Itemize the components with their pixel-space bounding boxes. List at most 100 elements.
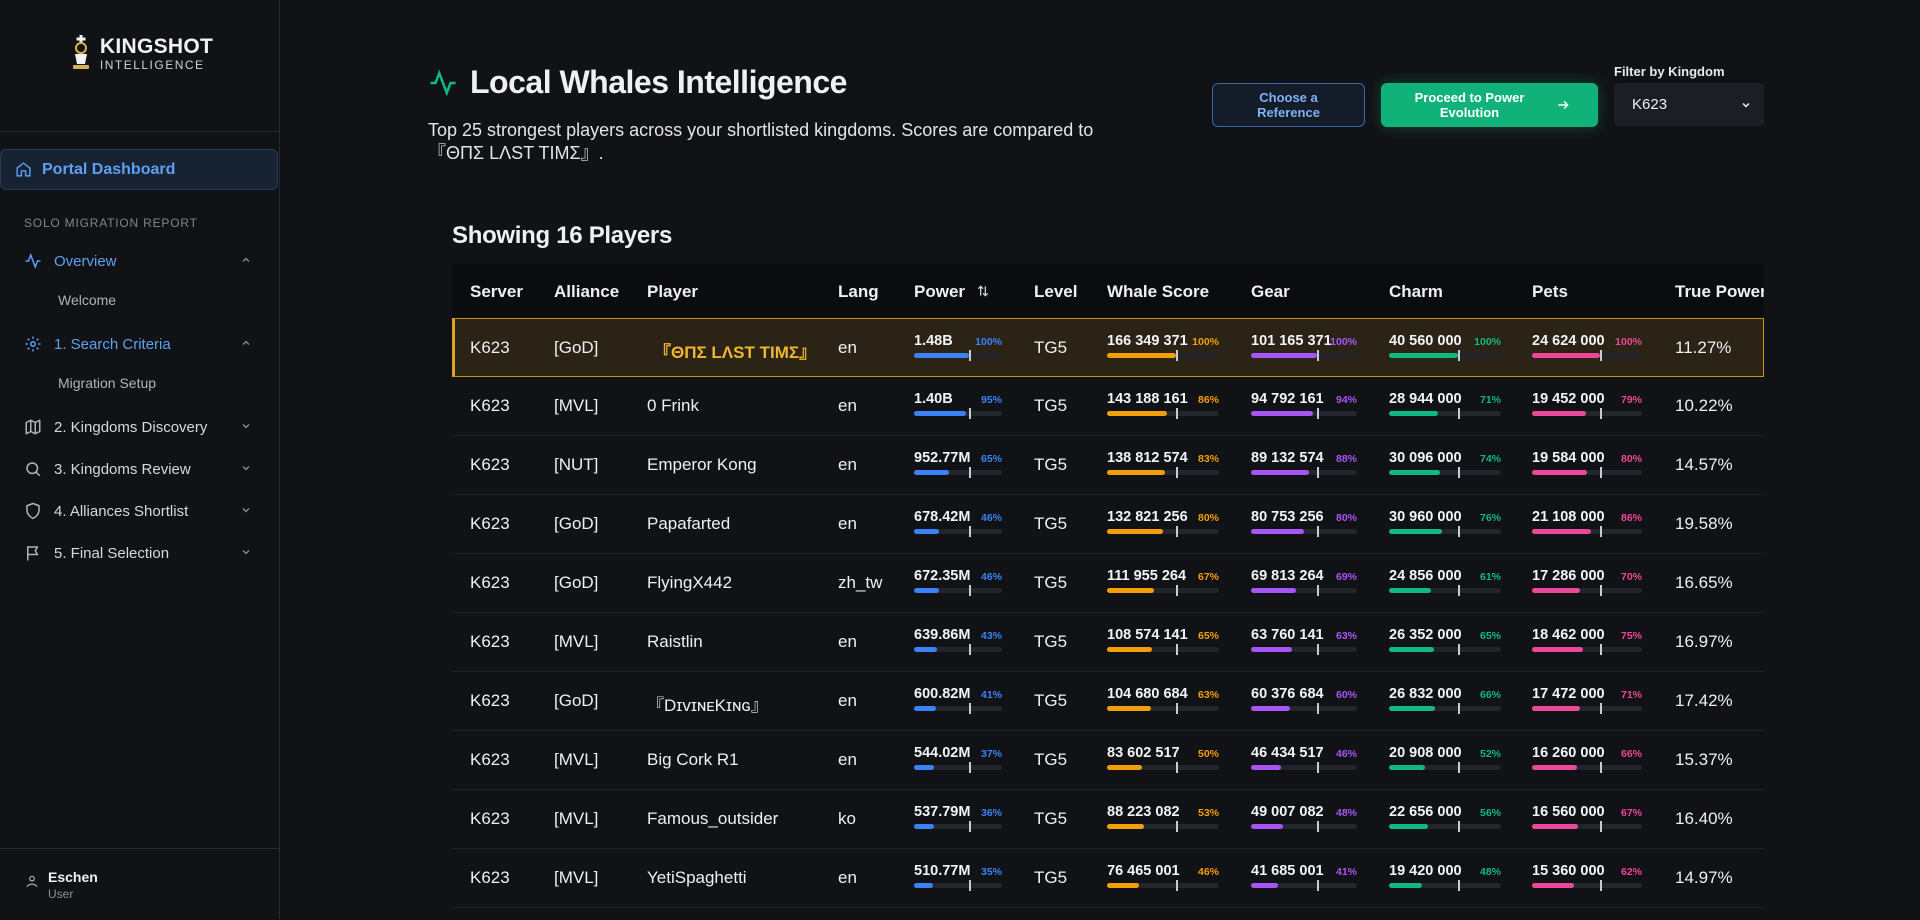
gear-value: 46 434 517	[1251, 745, 1324, 761]
whale-value: 138 812 574	[1107, 450, 1188, 466]
column-header-alliance[interactable]: Alliance	[554, 282, 620, 301]
power-progress-bar	[914, 703, 1002, 714]
column-header-whale-score[interactable]: Whale Score	[1107, 282, 1210, 301]
sidebar-item-kingdoms-review[interactable]: 3. Kingdoms Review	[24, 454, 252, 484]
cell-whale: 132 821 256 80%	[1107, 509, 1219, 537]
sidebar-item-alliances-shortlist[interactable]: 4. Alliances Shortlist	[24, 496, 252, 526]
charm-percent: 65%	[1479, 630, 1501, 642]
gear-value: 49 007 082	[1251, 804, 1324, 820]
column-header-charm[interactable]: Charm	[1389, 282, 1443, 301]
gear-progress-bar	[1251, 408, 1357, 419]
user-profile[interactable]: Eschen User	[0, 848, 279, 920]
charm-value: 26 832 000	[1389, 686, 1462, 702]
charm-progress-bar	[1389, 703, 1501, 714]
sidebar-item-kingdoms-discovery[interactable]: 2. Kingdoms Discovery	[24, 412, 252, 442]
cell-charm: 22 656 000 56%	[1389, 804, 1501, 832]
whale-progress-bar	[1107, 585, 1219, 596]
cell-level: TG5	[1034, 338, 1068, 357]
pets-progress-bar	[1532, 821, 1642, 832]
cell-level: TG5	[1034, 691, 1068, 710]
cell-true-power: 14.57%	[1675, 455, 1733, 474]
charm-progress-bar	[1389, 821, 1501, 832]
whale-percent: 100%	[1192, 336, 1219, 348]
whale-value: 132 821 256	[1107, 509, 1188, 525]
power-percent: 95%	[980, 394, 1002, 406]
user-name: Eschen	[48, 869, 98, 885]
cell-gear: 63 760 141 63%	[1251, 627, 1357, 655]
cell-power: 600.82M 41%	[914, 686, 1002, 714]
cell-whale: 104 680 684 63%	[1107, 686, 1219, 714]
chevron-up-icon[interactable]	[240, 254, 252, 266]
column-header-pets[interactable]: Pets	[1532, 282, 1568, 301]
table-row[interactable]: K623 [MVL] YetiSpaghetti en TG5 14.97% 510.77M…	[452, 849, 1764, 908]
portal-dashboard-link[interactable]: Portal Dashboard	[0, 149, 278, 190]
table-row[interactable]: K623 [MVL] Famous_outsider ko TG5 16.40% 537.7…	[452, 790, 1764, 849]
cell-alliance: [MVL]	[554, 809, 599, 828]
table-row[interactable]: K623 [GoD] 『DɪᴠɪɴᴇKɪɴɢ』 en TG5 17.42% 600.82M 4…	[452, 672, 1764, 731]
column-header-level[interactable]: Level	[1034, 282, 1078, 301]
table-row[interactable]: K623 [GoD] FlyingX442 zh_tw TG5 16.65% 672.35M…	[452, 554, 1764, 613]
gear-value: 63 760 141	[1251, 627, 1324, 643]
chevron-down-icon[interactable]	[240, 504, 252, 516]
sidebar-item-search-criteria[interactable]: 1. Search Criteria	[24, 329, 252, 359]
charm-progress-bar	[1389, 762, 1501, 773]
pets-progress-bar	[1532, 526, 1642, 537]
pets-progress-bar	[1532, 762, 1642, 773]
table-row[interactable]: K623 [MVL] Big Cork R1 en TG5 15.37% 544.02M 37…	[452, 731, 1764, 790]
pets-progress-fill	[1532, 824, 1578, 829]
gear-percent: 80%	[1335, 512, 1357, 524]
charm-progress-fill	[1389, 706, 1435, 711]
table-row[interactable]: K623 [GoD] Papafarted en TG5 19.58% 678.42M 46%…	[452, 495, 1764, 554]
pets-reference-marker	[1600, 585, 1602, 596]
table-row[interactable]: K623 [NUT] Emperor Kong en TG5 14.57% 952.77M 6…	[452, 436, 1764, 495]
gear-progress-bar	[1251, 762, 1357, 773]
charm-progress-bar	[1389, 880, 1501, 891]
cell-charm: 24 856 000 61%	[1389, 568, 1501, 596]
column-header-power[interactable]: Power	[914, 282, 990, 302]
cell-level: TG5	[1034, 514, 1068, 533]
pets-percent: 70%	[1620, 571, 1642, 583]
cell-lang: en	[838, 750, 857, 769]
pets-value: 19 452 000	[1532, 391, 1605, 407]
column-header-player[interactable]: Player	[647, 282, 699, 301]
cell-whale: 138 812 574 83%	[1107, 450, 1219, 478]
sidebar-subitem-migration-setup[interactable]: Migration Setup	[58, 375, 157, 391]
chevron-down-icon[interactable]	[240, 462, 252, 474]
column-header-server[interactable]: Server	[470, 282, 523, 301]
whale-progress-bar	[1107, 408, 1219, 419]
pets-progress-bar	[1532, 585, 1642, 596]
table-row[interactable]: K623 [MVL] 0 Frink en TG5 10.22% 1.40B 95% 143 1…	[452, 377, 1764, 436]
table-row[interactable]: K623 [MVL] Raistlin en TG5 16.97% 639.86M 43% 10…	[452, 613, 1764, 672]
table-row[interactable]: K623 [GoD] 『ΘΠΣ LΛST TIMΣ』 en TG5 11.27% 1.48B…	[452, 318, 1764, 377]
sidebar-item-overview[interactable]: Overview	[24, 246, 252, 276]
cell-gear: 101 165 371 100%	[1251, 333, 1357, 361]
gear-progress-fill	[1251, 647, 1292, 652]
cell-alliance: [MVL]	[554, 632, 599, 651]
kingdom-filter-select[interactable]: K623	[1614, 83, 1764, 126]
column-header-gear[interactable]: Gear	[1251, 282, 1290, 301]
column-header-lang[interactable]: Lang	[838, 282, 879, 301]
cell-player: FlyingX442	[647, 573, 733, 592]
chevron-up-icon[interactable]	[240, 337, 252, 349]
proceed-power-evolution-button[interactable]: Proceed to Power Evolution	[1381, 83, 1598, 127]
cell-player: YetiSpaghetti	[647, 868, 747, 887]
sidebar-item-final-selection[interactable]: 5. Final Selection	[24, 538, 252, 568]
logo[interactable]: KINGSHOT INTELLIGENCE	[0, 0, 279, 132]
column-header-true-power[interactable]: True Power	[1675, 282, 1764, 301]
chevron-down-icon[interactable]	[240, 420, 252, 432]
pets-reference-marker	[1600, 526, 1602, 537]
charm-value: 22 656 000	[1389, 804, 1462, 820]
cell-pets: 17 286 000 70%	[1532, 568, 1642, 596]
sidebar-subitem-welcome[interactable]: Welcome	[58, 292, 117, 308]
sort-icon[interactable]	[976, 284, 990, 298]
cell-server: K623	[470, 455, 510, 474]
logo-title: KINGSHOT	[99, 34, 214, 58]
choose-reference-button[interactable]: Choose a Reference	[1212, 83, 1365, 127]
charm-percent: 66%	[1479, 689, 1501, 701]
power-reference-marker	[969, 644, 971, 655]
chevron-down-icon[interactable]	[240, 546, 252, 558]
chess-king-icon	[72, 35, 89, 69]
cell-true-power: 16.65%	[1675, 573, 1733, 592]
cell-charm: 20 908 000 52%	[1389, 745, 1501, 773]
cell-gear: 46 434 517 46%	[1251, 745, 1357, 773]
